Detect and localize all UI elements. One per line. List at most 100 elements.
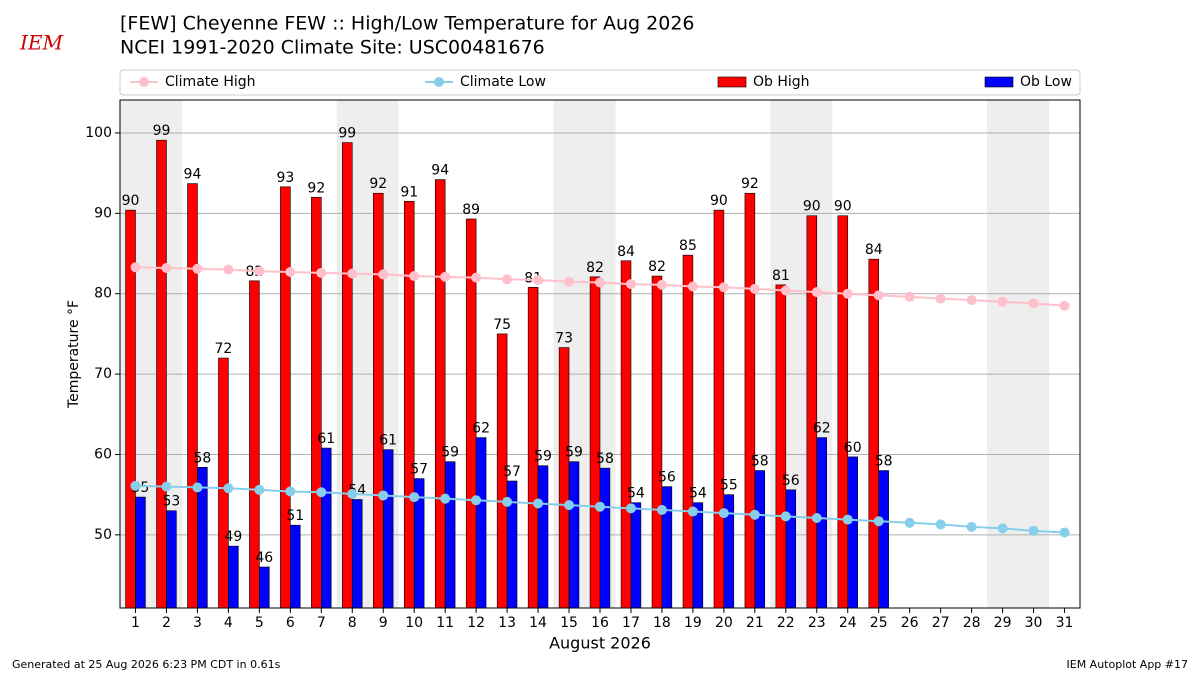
x-tick-label: 26 <box>901 615 919 631</box>
line-marker <box>285 267 296 278</box>
legend-label: Climate High <box>165 74 256 90</box>
line-marker <box>254 484 265 495</box>
data-label: 58 <box>751 454 769 470</box>
line-marker <box>192 263 203 274</box>
line-marker <box>966 521 977 532</box>
line-marker <box>254 266 265 277</box>
bar <box>259 566 270 609</box>
bar <box>568 461 580 609</box>
bar <box>135 496 146 609</box>
line-marker <box>316 267 327 278</box>
line-marker <box>873 516 884 527</box>
y-tick-label: 90 <box>94 205 112 221</box>
x-tick-label: 30 <box>1025 615 1043 631</box>
data-label: 57 <box>503 464 521 480</box>
bar <box>373 192 384 609</box>
bar <box>878 470 889 609</box>
bar <box>682 254 694 609</box>
bar <box>218 357 229 609</box>
data-label: 85 <box>679 238 697 254</box>
legend-swatch <box>984 76 1014 88</box>
line-marker <box>780 511 791 522</box>
bar <box>630 502 642 609</box>
legend-swatch <box>717 76 747 88</box>
bar <box>351 499 363 609</box>
bar <box>527 286 539 609</box>
bar <box>651 275 663 609</box>
line-marker <box>1028 298 1039 309</box>
line-marker <box>718 508 729 519</box>
bar <box>166 510 177 609</box>
bar <box>403 200 415 609</box>
line-marker <box>656 279 667 290</box>
data-label: 82 <box>648 259 666 275</box>
bar <box>444 461 456 609</box>
line-marker <box>966 295 977 306</box>
line-marker <box>1059 527 1070 538</box>
data-label: 61 <box>379 433 397 449</box>
bar <box>806 215 818 609</box>
data-label: 56 <box>782 473 800 489</box>
x-tick-label: 4 <box>224 615 233 631</box>
legend-marker <box>434 77 444 87</box>
bar <box>156 139 167 609</box>
legend-label: Climate Low <box>460 74 546 90</box>
legend-marker <box>139 77 149 87</box>
y-axis-label: Temperature °F <box>66 300 82 409</box>
x-tick-label: 1 <box>131 615 140 631</box>
line-marker <box>625 279 636 290</box>
data-label: 54 <box>689 486 707 502</box>
line-marker <box>378 269 389 280</box>
bar <box>311 196 322 609</box>
x-tick-label: 21 <box>746 615 764 631</box>
data-label: 90 <box>834 199 852 215</box>
y-tick-label: 50 <box>94 527 112 543</box>
x-tick-label: 22 <box>777 615 795 631</box>
line-marker <box>811 287 822 298</box>
data-label: 94 <box>431 163 449 179</box>
x-tick-label: 27 <box>932 615 950 631</box>
data-label: 91 <box>400 184 418 200</box>
line-marker <box>997 523 1008 534</box>
data-label: 84 <box>865 242 883 258</box>
x-tick-label: 18 <box>653 615 671 631</box>
x-tick-label: 31 <box>1056 615 1074 631</box>
bar <box>280 186 291 609</box>
data-label: 59 <box>441 445 459 461</box>
data-label: 92 <box>307 180 325 196</box>
line-marker <box>130 262 141 273</box>
line-marker <box>595 277 605 288</box>
x-tick-label: 15 <box>560 615 578 631</box>
bar <box>661 486 673 609</box>
bar <box>558 347 570 609</box>
data-label: 55 <box>720 478 738 494</box>
data-label: 81 <box>772 268 790 284</box>
line-marker <box>347 268 358 279</box>
data-label: 99 <box>153 123 171 139</box>
data-label: 59 <box>565 445 583 461</box>
line-marker <box>502 496 513 507</box>
x-tick-label: 29 <box>994 615 1012 631</box>
legend-label: Ob High <box>753 74 810 90</box>
line-marker <box>347 488 358 499</box>
plot-frame <box>119 99 1081 609</box>
line-marker <box>161 481 172 492</box>
line-marker <box>502 274 513 285</box>
line-marker <box>316 487 327 498</box>
line-marker <box>409 271 420 282</box>
bar <box>775 284 787 609</box>
x-tick-label: 2 <box>162 615 171 631</box>
bar <box>868 258 880 609</box>
data-label: 57 <box>410 462 428 478</box>
line-marker <box>471 272 482 283</box>
chart-subtitle: NCEI 1991-2020 Climate Site: USC00481676 <box>120 37 545 59</box>
line-marker <box>223 483 234 494</box>
line-marker <box>842 288 853 299</box>
y-tick-label: 60 <box>94 446 112 462</box>
bar <box>754 470 766 609</box>
data-label: 61 <box>317 431 335 447</box>
x-axis-label: August 2026 <box>549 634 651 653</box>
line-marker <box>130 480 141 491</box>
y-tick-label: 80 <box>94 286 112 302</box>
